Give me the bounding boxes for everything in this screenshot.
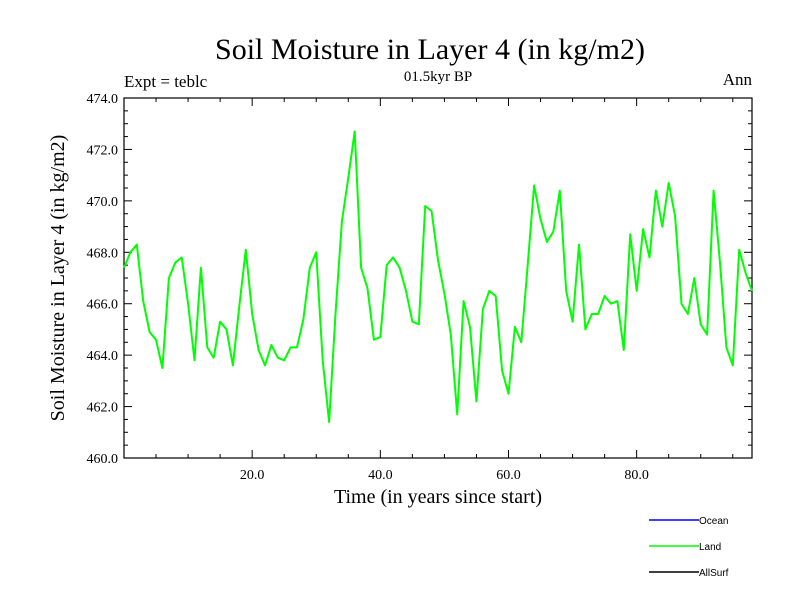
y-tick-label: 468.0 (87, 246, 119, 261)
y-tick-label: 474.0 (87, 92, 119, 107)
y-tick-label: 462.0 (87, 401, 119, 416)
legend-label-land: Land (699, 542, 721, 553)
y-axis: 460.0 462.0 464.0 466.0 468.0 470.0 472.0 474.0 (87, 92, 752, 467)
x-tick-label: 60.0 (496, 468, 521, 483)
experiment-label: Expt = teblc (124, 72, 208, 91)
chart-subtitle: 01.5kyr BP (404, 69, 472, 85)
y-tick-label: 460.0 (87, 452, 119, 467)
plot-frame (123, 97, 753, 459)
x-axis-label: Time (in years since start) (334, 486, 542, 508)
legend-label-ocean: Ocean (699, 516, 728, 527)
x-tick-label: 20.0 (240, 468, 265, 483)
season-label: Ann (723, 70, 753, 89)
legend: Ocean Land AllSurf (649, 516, 729, 579)
y-tick-label: 466.0 (87, 298, 119, 313)
y-axis-label: Soil Moisture in Layer 4 (in kg/m2) (47, 135, 69, 422)
x-axis: 20.0 40.0 60.0 80.0 (155, 98, 734, 483)
series-line-land (123, 130, 753, 423)
legend-label-allsurf: AllSurf (699, 568, 729, 579)
x-tick-label: 40.0 (368, 468, 393, 483)
y-tick-label: 464.0 (87, 349, 119, 364)
series-lines (123, 130, 753, 423)
x-tick-label: 80.0 (624, 468, 649, 483)
chart-title: Soil Moisture in Layer 4 (in kg/m2) (215, 33, 645, 66)
y-tick-label: 472.0 (87, 143, 119, 158)
y-tick-label: 470.0 (87, 195, 119, 210)
